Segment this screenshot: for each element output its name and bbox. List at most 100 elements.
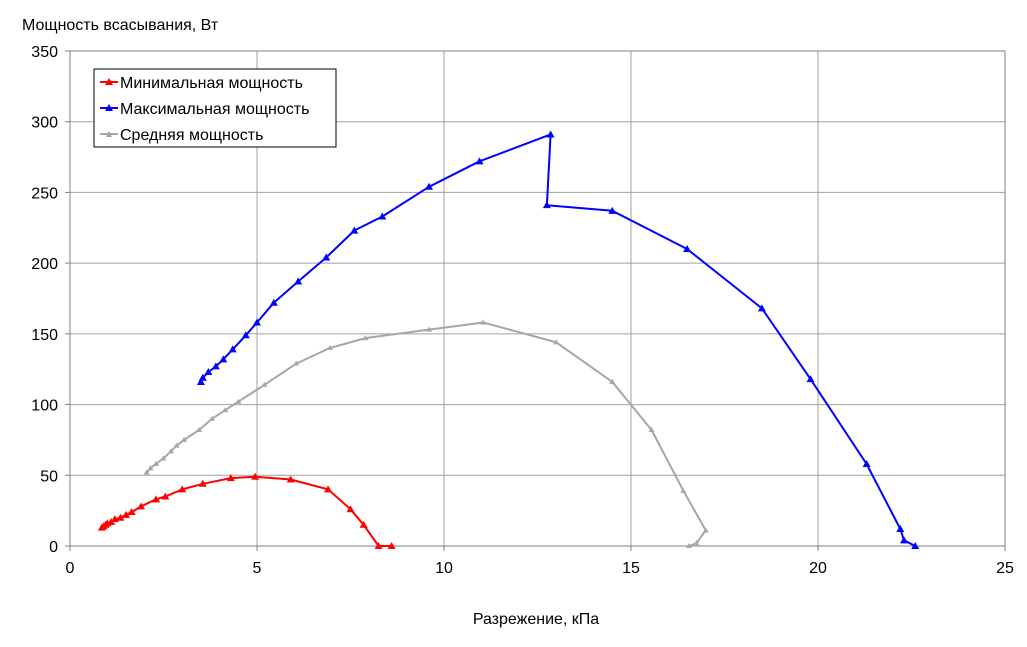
data-point-avg (209, 415, 216, 421)
data-point-min (116, 513, 125, 521)
series-line-avg (145, 321, 707, 547)
triangle-marker-icon (105, 104, 113, 111)
data-point-max (269, 298, 278, 306)
triangle-marker-icon (105, 78, 113, 85)
legend-label-min: Минимальная мощность (120, 75, 303, 92)
x-tick-label: 15 (622, 560, 640, 577)
data-point-max (196, 377, 205, 385)
data-point-min (226, 474, 235, 482)
data-point-max (862, 459, 871, 467)
data-point-min (251, 472, 260, 480)
legend-item-max: Максимальная мощность (100, 101, 309, 118)
data-point-avg (609, 378, 616, 384)
data-point-min (152, 495, 161, 503)
data-point-avg (261, 381, 268, 387)
data-point-min (127, 508, 136, 516)
y-tick-label: 200 (31, 256, 58, 273)
series-layer (97, 130, 920, 549)
data-point-avg (293, 360, 300, 366)
data-point-avg (222, 407, 229, 413)
data-point-avg (147, 465, 154, 471)
data-point-max (542, 201, 551, 209)
data-point-max (683, 245, 692, 252)
legend-label-max: Максимальная мощность (120, 101, 309, 118)
x-axis-ticks: 0 5 10 15 20 25 (66, 546, 1014, 577)
y-axis-ticks: 0 50 100 150 200 250 300 350 (31, 44, 70, 556)
data-point-max (608, 206, 617, 214)
data-point-avg (326, 345, 333, 350)
data-point-max (425, 182, 434, 190)
x-tick-label: 25 (996, 560, 1014, 577)
data-point-max (198, 373, 207, 381)
data-point-max (896, 525, 905, 533)
series-min (97, 472, 396, 549)
data-point-min (387, 542, 396, 549)
x-tick-label: 0 (66, 560, 75, 577)
legend-box (93, 68, 337, 148)
data-point-avg (153, 460, 160, 466)
data-point-min (178, 485, 187, 493)
data-point-avg (196, 427, 203, 433)
data-point-avg (235, 398, 242, 404)
series-avg (143, 319, 709, 548)
data-point-max (294, 277, 303, 285)
data-point-max (546, 130, 555, 138)
data-point-max (228, 345, 237, 353)
data-point-min (137, 502, 146, 510)
data-point-avg (173, 442, 180, 448)
data-point-avg (648, 427, 655, 433)
data-point-min (286, 475, 295, 483)
data-point-avg (702, 527, 709, 533)
y-tick-label: 100 (31, 398, 58, 415)
data-point-max (253, 318, 261, 326)
data-point-avg (167, 448, 174, 454)
legend: Минимальная мощность Максимальная мощнос… (93, 68, 337, 148)
x-axis-title: Разрежение, кПа (473, 611, 599, 628)
data-point-max (911, 542, 920, 549)
data-point-min (324, 485, 333, 493)
data-point-avg (143, 469, 150, 475)
legend-item-min: Минимальная мощность (100, 75, 303, 92)
y-tick-label: 250 (31, 185, 58, 202)
data-point-avg (160, 455, 167, 461)
data-point-max (350, 226, 359, 234)
data-point-avg (362, 335, 369, 341)
data-point-avg (693, 540, 700, 546)
data-point-max (219, 355, 228, 363)
data-point-max (322, 253, 331, 261)
data-point-max (204, 368, 213, 376)
data-point-min (374, 542, 383, 549)
plot-area-frame (69, 50, 1006, 547)
data-point-max (475, 157, 484, 165)
data-point-avg (426, 326, 433, 332)
data-point-avg (181, 436, 188, 442)
y-tick-label: 300 (31, 115, 58, 132)
data-point-avg (553, 339, 560, 345)
x-tick-label: 20 (809, 560, 827, 577)
x-tick-label: 10 (435, 560, 453, 577)
series-max (196, 130, 920, 549)
data-point-min (346, 505, 355, 513)
data-point-min (122, 510, 131, 518)
y-tick-label: 0 (49, 539, 58, 556)
triangle-marker-icon (106, 131, 112, 137)
y-axis-title: Мощность всасывания, Вт (22, 17, 219, 34)
data-point-max (757, 304, 766, 312)
data-point-max (211, 362, 220, 370)
data-point-min (359, 520, 368, 528)
legend-label-avg: Средняя мощность (120, 127, 263, 144)
y-tick-label: 50 (40, 468, 58, 485)
data-point-min (198, 479, 207, 487)
y-tick-label: 150 (31, 327, 58, 344)
y-tick-label: 350 (31, 44, 58, 61)
data-point-max (378, 212, 387, 220)
data-point-avg (680, 487, 687, 493)
data-point-min (161, 492, 170, 500)
legend-item-avg: Средняя мощность (100, 127, 263, 144)
data-point-avg (685, 543, 692, 548)
data-point-max (241, 331, 250, 339)
data-point-max (900, 536, 909, 544)
data-point-min (107, 517, 116, 525)
x-tick-label: 5 (253, 560, 262, 577)
